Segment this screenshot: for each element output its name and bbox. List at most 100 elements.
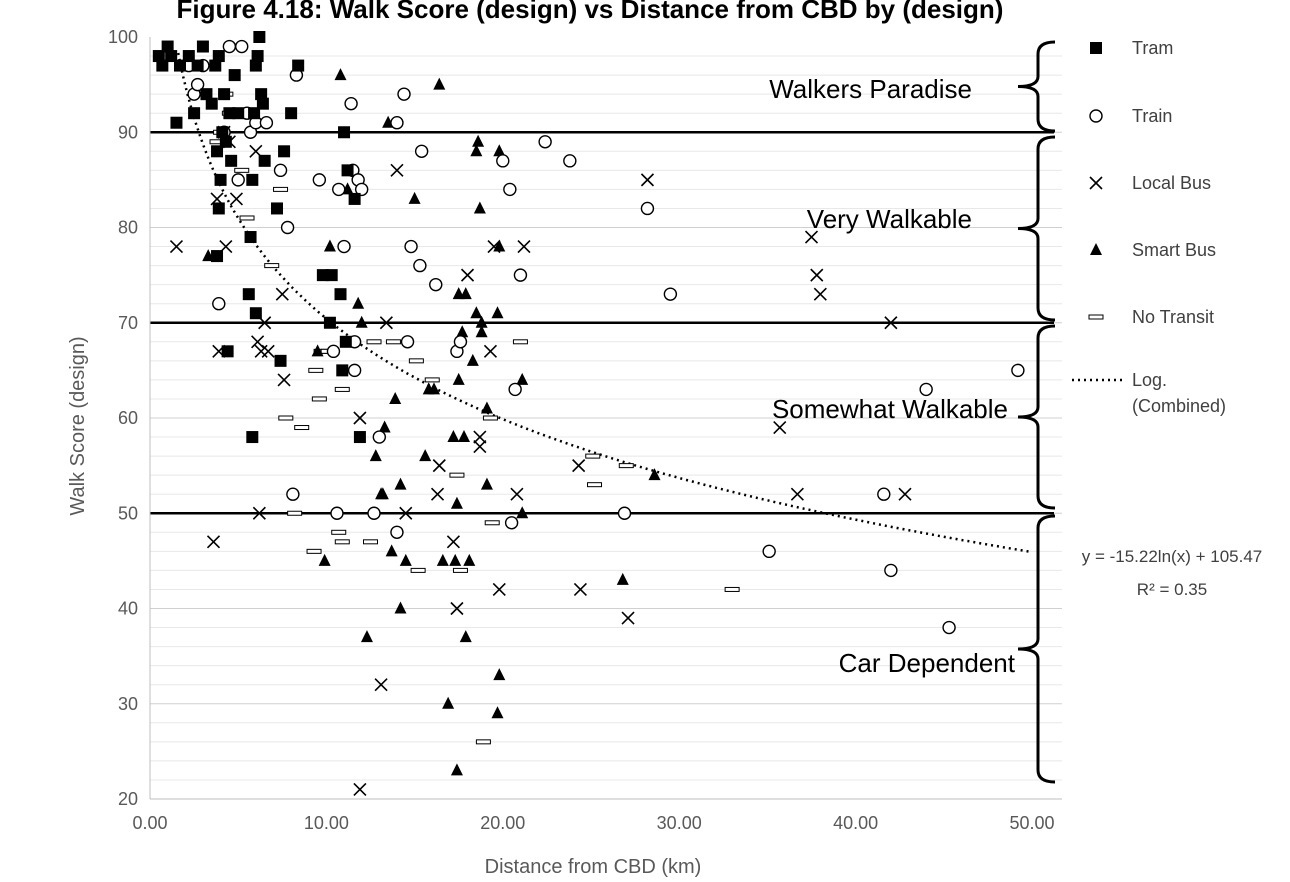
point-smart-bus bbox=[491, 306, 504, 319]
point-smart-bus bbox=[493, 668, 506, 681]
point-tram bbox=[218, 88, 231, 101]
point-smart-bus bbox=[449, 553, 462, 566]
point-local-bus bbox=[261, 344, 275, 358]
point-train bbox=[231, 173, 245, 187]
zone-label: Very Walkable bbox=[807, 204, 972, 234]
zone-brace bbox=[1017, 40, 1056, 133]
point-tram bbox=[242, 288, 255, 301]
point-no-transit bbox=[234, 167, 250, 173]
trendline-equation: y = -15.22ln(x) + 105.47 bbox=[1082, 547, 1263, 566]
point-smart-bus bbox=[355, 315, 368, 328]
point-smart-bus bbox=[360, 630, 373, 643]
point-smart-bus bbox=[369, 449, 382, 462]
point-tram bbox=[251, 50, 264, 63]
point-train bbox=[332, 182, 346, 197]
point-train bbox=[273, 163, 288, 178]
point-tram bbox=[336, 364, 349, 377]
legend-item-local-bus: Local Bus bbox=[1089, 173, 1211, 193]
point-smart-bus bbox=[457, 430, 470, 443]
point-train bbox=[563, 154, 577, 168]
point-tram bbox=[205, 97, 218, 110]
point-smart-bus bbox=[459, 287, 472, 300]
point-train bbox=[390, 116, 404, 130]
point-tram bbox=[165, 50, 178, 63]
point-local-bus bbox=[483, 344, 498, 358]
point-smart-bus bbox=[616, 572, 629, 585]
point-smart-bus bbox=[480, 477, 493, 490]
y-axis-title: Walk Score (design) bbox=[67, 336, 89, 515]
legend-item-no-transit: No Transit bbox=[1088, 307, 1214, 327]
point-no-transit bbox=[273, 186, 289, 192]
legend-item-smart-bus: Smart Bus bbox=[1090, 240, 1216, 260]
point-train bbox=[1011, 363, 1025, 378]
point-no-transit bbox=[452, 567, 468, 573]
point-no-transit bbox=[410, 567, 426, 573]
point-train bbox=[404, 239, 418, 254]
point-local-bus bbox=[810, 268, 824, 282]
x-tick-label: 30.00 bbox=[657, 813, 702, 833]
zone-labels: Walkers Paradise Very Walkable Somewhat Wa… bbox=[769, 74, 1016, 678]
point-no-transit bbox=[482, 415, 498, 421]
y-tick-label: 60 bbox=[118, 408, 138, 428]
point-smart-bus bbox=[419, 449, 432, 462]
point-local-bus bbox=[277, 373, 291, 387]
point-tram bbox=[219, 135, 232, 148]
point-tram bbox=[274, 354, 287, 367]
series-train bbox=[182, 39, 1025, 635]
point-local-bus bbox=[430, 487, 445, 501]
point-no-transit bbox=[366, 339, 382, 345]
point-train bbox=[942, 620, 956, 635]
point-smart-bus bbox=[450, 763, 463, 776]
legend-item-trendline: Log. (Combined) bbox=[1072, 370, 1226, 416]
point-train bbox=[504, 516, 519, 530]
point-tram bbox=[278, 145, 291, 158]
point-no-transit bbox=[334, 539, 350, 545]
point-local-bus bbox=[813, 287, 827, 301]
point-smart-bus bbox=[491, 706, 504, 719]
point-tram bbox=[161, 40, 174, 53]
point-no-transit bbox=[585, 453, 601, 459]
legend-marker-tram bbox=[1090, 42, 1102, 54]
point-local-bus bbox=[487, 239, 501, 254]
point-train bbox=[347, 363, 362, 378]
x-tick-label: 50.00 bbox=[1009, 813, 1054, 833]
point-tram bbox=[221, 345, 234, 358]
legend-label-train: Train bbox=[1132, 106, 1172, 126]
point-tram bbox=[188, 107, 201, 120]
point-local-bus bbox=[275, 287, 289, 301]
point-tram bbox=[256, 97, 269, 110]
point-tram bbox=[173, 59, 186, 72]
point-no-transit bbox=[618, 463, 634, 469]
point-smart-bus bbox=[516, 372, 529, 385]
point-tram bbox=[182, 50, 195, 63]
y-tick-labels: 20 30 40 50 60 70 80 90 100 bbox=[108, 27, 138, 809]
point-smart-bus bbox=[480, 401, 493, 414]
point-train bbox=[372, 430, 387, 444]
series-smart-bus bbox=[202, 68, 661, 776]
point-tram bbox=[212, 202, 225, 215]
point-tram bbox=[214, 173, 227, 186]
point-no-transit bbox=[512, 339, 528, 345]
series-tram bbox=[152, 31, 366, 444]
point-smart-bus bbox=[385, 544, 398, 557]
point-tram bbox=[253, 31, 266, 43]
point-train bbox=[513, 268, 528, 282]
point-train bbox=[919, 382, 933, 397]
point-local-bus bbox=[517, 239, 531, 254]
zone-label: Car Dependent bbox=[839, 648, 1016, 678]
point-local-bus bbox=[473, 440, 487, 454]
zone-brace bbox=[1017, 135, 1056, 322]
point-train bbox=[503, 182, 517, 197]
x-axis-title: Distance from CBD (km) bbox=[485, 856, 702, 878]
zone-label: Somewhat Walkable bbox=[772, 394, 1008, 424]
point-smart-bus bbox=[459, 630, 472, 643]
point-no-transit bbox=[385, 339, 401, 345]
point-tram bbox=[228, 69, 241, 82]
zone-braces bbox=[1017, 40, 1056, 784]
point-tram bbox=[191, 59, 204, 72]
point-train bbox=[400, 335, 415, 349]
point-tram bbox=[244, 231, 257, 244]
point-smart-bus bbox=[436, 553, 449, 566]
x-tick-label: 0.00 bbox=[132, 813, 167, 833]
point-smart-bus bbox=[473, 201, 486, 214]
